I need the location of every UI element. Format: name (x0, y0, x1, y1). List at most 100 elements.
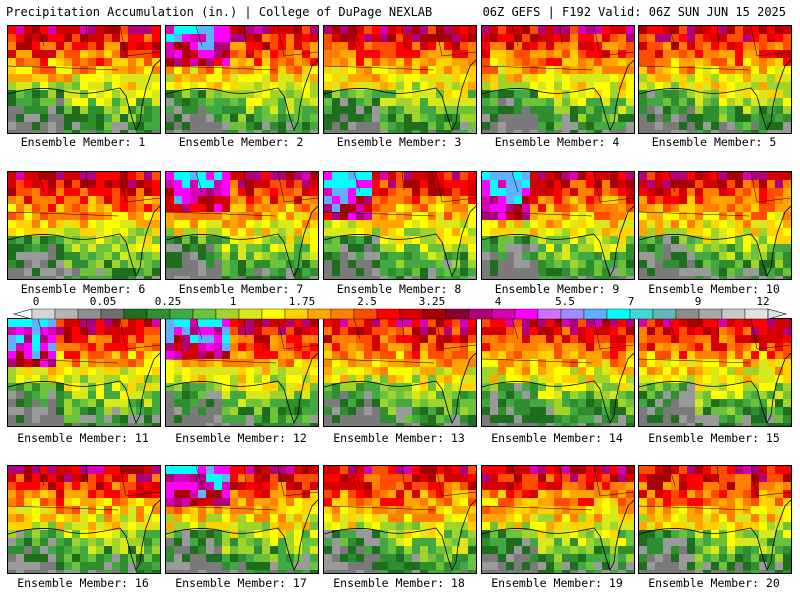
precip-cell (695, 90, 704, 99)
precip-cell (72, 114, 81, 123)
precip-cell (735, 228, 744, 237)
precip-cell (190, 82, 199, 91)
precip-cell (24, 26, 33, 35)
precip-cell (356, 34, 365, 43)
precip-cell (88, 546, 97, 555)
precip-cell (144, 212, 153, 221)
precip-cell (230, 228, 239, 237)
precip-cell (506, 490, 515, 499)
precip-cell (80, 359, 89, 368)
precip-cell (254, 196, 263, 205)
precip-cell (514, 188, 523, 197)
precip-cell (40, 546, 49, 555)
precip-cell (482, 180, 491, 189)
precip-cell (594, 399, 603, 408)
precip-cell (570, 343, 579, 352)
precip-cell (302, 276, 311, 279)
precip-cell (626, 74, 634, 83)
precip-cell (32, 327, 41, 336)
precip-cell (88, 228, 97, 237)
precip-cell (112, 482, 121, 491)
precip-cell (144, 506, 153, 515)
precip-cell (348, 359, 357, 368)
precip-cell (735, 276, 744, 279)
precip-cell (514, 391, 523, 400)
precip-cell (302, 42, 311, 51)
precip-cell (206, 490, 215, 499)
precip-cell (310, 367, 318, 376)
precip-cell (586, 228, 595, 237)
precip-cell (8, 399, 17, 408)
precip-cell (128, 506, 137, 515)
precip-cell (586, 130, 595, 133)
precip-cell (546, 204, 555, 213)
precip-cell (332, 236, 341, 245)
precip-cell (364, 42, 373, 51)
precip-cell (428, 319, 437, 328)
precip-cell (262, 26, 271, 35)
precip-cell (286, 50, 295, 59)
precip-cell (238, 399, 247, 408)
precip-cell (270, 212, 279, 221)
precip-cell (348, 26, 357, 35)
precip-cell (198, 172, 207, 181)
precip-cell (356, 351, 365, 360)
precip-cell (136, 359, 145, 368)
precip-cell (655, 407, 664, 416)
precip-cell (578, 106, 587, 115)
precip-cell (594, 474, 603, 483)
precip-cell (56, 260, 65, 269)
precip-cell (460, 327, 469, 336)
ensemble-member-label: Ensemble Member: 15 (648, 431, 780, 445)
precip-cell (324, 490, 333, 499)
precip-cell (452, 351, 461, 360)
precip-cell (24, 351, 33, 360)
precip-cell (206, 252, 215, 261)
precip-cell (639, 58, 648, 67)
precip-cell (687, 34, 696, 43)
precip-cell (420, 383, 429, 392)
precip-cell (546, 498, 555, 507)
precip-cell (460, 196, 469, 205)
precip-cell (586, 114, 595, 123)
precip-cell (498, 407, 507, 416)
precip-cell (364, 50, 373, 59)
precip-cell (506, 383, 515, 392)
precip-cell (238, 391, 247, 400)
precip-cell (104, 66, 113, 75)
precip-cell (302, 268, 311, 277)
precip-cell (759, 42, 768, 51)
precip-cell (262, 530, 271, 539)
precip-cell (372, 514, 381, 523)
precip-cell (490, 466, 499, 475)
precip-cell (522, 42, 531, 51)
precip-cell (711, 252, 720, 261)
precip-cell (222, 26, 231, 35)
precip-cell (767, 252, 776, 261)
precip-cell (24, 399, 33, 408)
precip-cell (396, 375, 405, 384)
precip-cell (348, 407, 357, 416)
precip-cell (56, 82, 65, 91)
precip-cell (340, 546, 349, 555)
precip-cell (348, 98, 357, 107)
precip-cell (286, 367, 295, 376)
precip-cell (286, 252, 295, 261)
precip-cell (174, 554, 183, 563)
precip-cell (206, 188, 215, 197)
precip-cell (40, 423, 49, 426)
precip-cell (332, 423, 341, 426)
precip-cell (128, 106, 137, 115)
precip-cell (671, 244, 680, 253)
precip-cell (396, 276, 405, 279)
precip-cell (88, 554, 97, 563)
precip-cell (562, 383, 571, 392)
precip-cell (711, 343, 720, 352)
precip-cell (578, 66, 587, 75)
precip-cell (222, 244, 231, 253)
precip-cell (663, 375, 672, 384)
precip-cell (286, 546, 295, 555)
precip-cell (522, 220, 531, 229)
precip-cell (222, 276, 231, 279)
precip-cell (727, 130, 736, 133)
